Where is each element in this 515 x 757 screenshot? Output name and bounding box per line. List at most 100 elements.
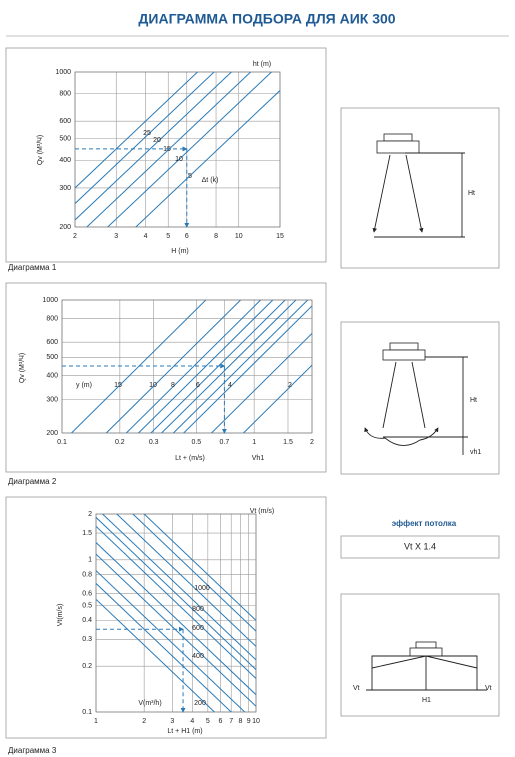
x-tick-label: 6 bbox=[185, 233, 189, 240]
series-label: 4 bbox=[228, 382, 232, 389]
x-tick-label: 8 bbox=[214, 233, 218, 240]
y-tick-label: 600 bbox=[46, 339, 58, 346]
corner-label: ht (m) bbox=[253, 61, 271, 68]
x-label: Lt + (m/s) bbox=[175, 455, 205, 462]
plot-frame bbox=[61, 299, 313, 434]
series-line bbox=[75, 72, 199, 189]
formula: Vt X 1.4 bbox=[404, 541, 436, 551]
series-line bbox=[96, 517, 256, 670]
y-tick-label: 0.6 bbox=[82, 590, 92, 597]
y-tick-label: 1000 bbox=[42, 297, 58, 304]
y-label: Qv (M³/Ч) bbox=[37, 135, 44, 165]
series-line bbox=[211, 332, 312, 433]
y-label: Qv (M³/Ч) bbox=[19, 353, 26, 383]
series-line bbox=[71, 300, 207, 433]
x-tick-label: 4 bbox=[190, 718, 194, 725]
series-line bbox=[96, 542, 256, 696]
y-tick-label: 600 bbox=[59, 118, 71, 125]
y-tick-label: 400 bbox=[46, 373, 58, 380]
x-label-2: Vh1 bbox=[252, 455, 265, 462]
chart: 1 2 3 4 5 6 7 8 9 10 0.1 0.2 0.3 0.4 0.5 0.6 0.8 1 1.5 2 200… bbox=[57, 508, 275, 735]
y-tick-label: 0.5 bbox=[82, 602, 92, 609]
series-title: Δt (k) bbox=[202, 177, 219, 184]
series-label: 800 bbox=[192, 606, 204, 613]
x-tick-label: 0.2 bbox=[115, 439, 125, 446]
x-tick-label: 10 bbox=[252, 718, 260, 725]
series-label: 2 bbox=[288, 382, 292, 389]
y-tick-label: 0.2 bbox=[82, 663, 92, 670]
plot-frame bbox=[95, 513, 257, 713]
x-tick-label: 10 bbox=[235, 233, 243, 240]
y-tick-label: 200 bbox=[59, 224, 71, 231]
figure-1 bbox=[372, 133, 465, 238]
series-label: 25 bbox=[143, 130, 151, 137]
y-tick-label: 800 bbox=[59, 90, 71, 97]
series-line bbox=[116, 514, 256, 647]
y-tick-label: 1 bbox=[88, 557, 92, 564]
x-tick-label: 0.1 bbox=[57, 439, 67, 446]
series-title: y (m) bbox=[76, 382, 92, 389]
caption: Диаграмма 3 bbox=[8, 746, 57, 755]
x-tick-label: 1.5 bbox=[283, 439, 293, 446]
series-line bbox=[243, 364, 312, 433]
x-tick-label: 1 bbox=[94, 718, 98, 725]
series-line bbox=[125, 300, 261, 433]
x-tick-label: 7 bbox=[229, 718, 233, 725]
figure-panel bbox=[340, 107, 500, 269]
x-tick-label: 8 bbox=[239, 718, 243, 725]
series-line bbox=[132, 514, 256, 632]
x-tick-label: 5 bbox=[206, 718, 210, 725]
y-tick-label: 2 bbox=[88, 511, 92, 518]
series-line bbox=[101, 514, 256, 661]
series-label: 5 bbox=[188, 173, 192, 180]
caption: Диаграмма 2 bbox=[8, 477, 57, 486]
y-tick-label: 500 bbox=[46, 354, 58, 361]
x-label: Lt + H1 (m) bbox=[167, 728, 202, 735]
x-tick-label: 1 bbox=[252, 439, 256, 446]
x-tick-label: 3 bbox=[114, 233, 118, 240]
series-label: 8 bbox=[171, 382, 175, 389]
series-label: 600 bbox=[192, 625, 204, 632]
series-line bbox=[86, 72, 252, 227]
series-label: 400 bbox=[192, 653, 204, 660]
series-line bbox=[96, 598, 216, 712]
x-tick-label: 0.5 bbox=[191, 439, 201, 446]
y-tick-label: 200 bbox=[46, 430, 58, 437]
series-line bbox=[161, 300, 297, 433]
plot-frame bbox=[74, 71, 281, 228]
corner-label: Vt (m/s) bbox=[250, 508, 275, 515]
figure-2 bbox=[365, 342, 468, 455]
x-tick-label: 2 bbox=[73, 233, 77, 240]
formula-box bbox=[340, 535, 500, 559]
y-tick-label: 400 bbox=[59, 157, 71, 164]
velocity-label: Vt bbox=[353, 685, 360, 692]
series-title: V(m³/h) bbox=[138, 700, 161, 707]
y-tick-label: 0.4 bbox=[82, 617, 92, 624]
x-tick-label: 4 bbox=[144, 233, 148, 240]
chart: 0.1 0.2 0.3 0.5 0.7 1 1.5 2 200 300 400 500 600 800 10… bbox=[19, 297, 314, 462]
x-tick-label: 5 bbox=[166, 233, 170, 240]
series-line bbox=[96, 553, 256, 707]
series-group bbox=[75, 72, 280, 227]
x-tick-label: 2 bbox=[142, 718, 146, 725]
y-tick-label: 500 bbox=[59, 136, 71, 143]
figure-3 bbox=[366, 641, 487, 691]
series-line bbox=[107, 72, 273, 227]
velocity-label: vh1 bbox=[470, 449, 481, 456]
series-group bbox=[96, 514, 256, 712]
series-line bbox=[183, 305, 312, 433]
series-line bbox=[75, 72, 215, 204]
x-tick-label: 3 bbox=[170, 718, 174, 725]
series-line bbox=[75, 72, 233, 221]
caption: Диаграмма 1 bbox=[8, 263, 57, 272]
height-label: H1 bbox=[422, 697, 431, 704]
series-label: 1000 bbox=[194, 585, 210, 592]
ceiling-heading: эффект потолка bbox=[392, 519, 457, 528]
y-tick-label: 0.8 bbox=[82, 571, 92, 578]
velocity-label: Vt bbox=[485, 685, 492, 692]
series-line bbox=[173, 300, 309, 433]
series-line bbox=[96, 570, 246, 712]
x-tick-label: 15 bbox=[276, 233, 284, 240]
series-line bbox=[105, 300, 241, 433]
